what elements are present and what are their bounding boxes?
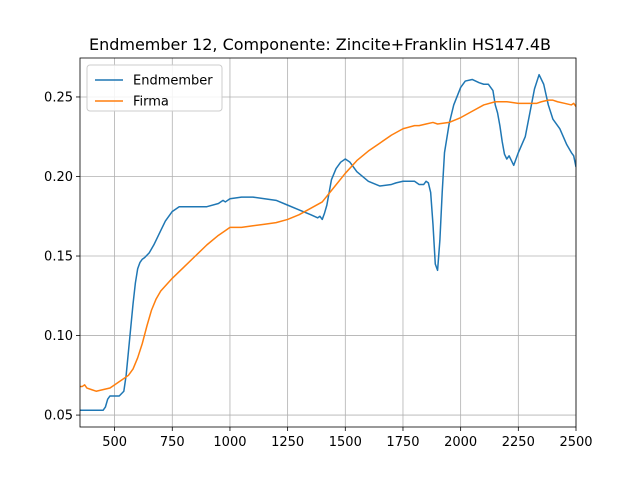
series-layer [80, 73, 576, 412]
x-tick-label: 2000 [444, 435, 477, 450]
legend-box [86, 64, 223, 112]
x-tick-label: 1000 [213, 435, 246, 450]
chart-title: Endmember 12, Componente: Zincite+Frankl… [89, 35, 551, 54]
x-tick-label: 1250 [271, 435, 304, 450]
series-line-firma [80, 99, 576, 392]
x-tick-label: 1500 [329, 435, 362, 450]
y-tick-label: 0.05 [44, 409, 73, 424]
x-tick-label: 500 [102, 435, 127, 450]
series-line-endmember [80, 73, 576, 412]
y-tick-label: 0.20 [44, 170, 73, 185]
legend-label-firma: Firma [133, 95, 169, 110]
y-tick-label: 0.25 [44, 90, 73, 105]
plot-frame [79, 57, 577, 428]
x-tick-label: 750 [160, 435, 185, 450]
legend: Endmember Firma [86, 64, 223, 112]
x-tick-label: 2500 [559, 435, 592, 450]
y-tick-label: 0.10 [44, 329, 73, 344]
axes-layer: 500 750 1000 1250 1500 1750 2000 2250 2500 0.05 0.… [44, 57, 593, 450]
x-tick-label: 2250 [502, 435, 535, 450]
y-tick-label: 0.15 [44, 250, 73, 265]
legend-label-endmember: Endmember [133, 74, 213, 89]
x-tick-label: 1750 [386, 435, 419, 450]
